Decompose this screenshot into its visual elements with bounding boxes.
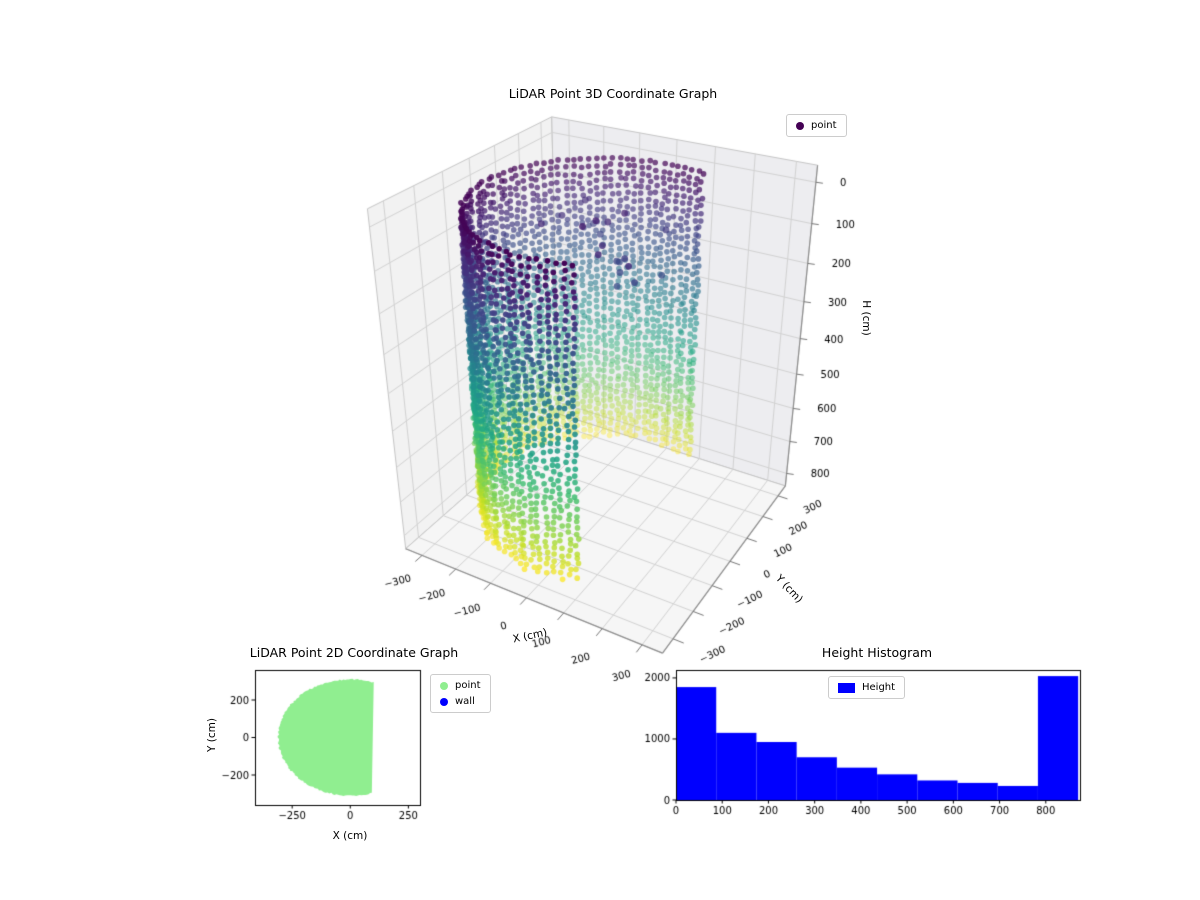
plot2d-title: LiDAR Point 2D Coordinate Graph — [249, 645, 459, 660]
legend-item-point: point — [796, 119, 837, 132]
legend-label: point — [811, 120, 837, 131]
histogram-legend: Height — [828, 676, 906, 699]
histogram-title: Height Histogram — [821, 645, 933, 660]
legend-label: Height — [862, 682, 896, 693]
plot2d-xaxis-label: X (cm) — [332, 830, 368, 842]
legend-item-wall: wall — [440, 695, 481, 708]
legend-item-point: point — [440, 679, 481, 692]
plot2d-yaxis-label: Y (cm) — [206, 718, 218, 752]
point-marker-icon — [796, 121, 804, 130]
point-marker-icon — [440, 681, 448, 690]
plot2d-legend: point wall — [430, 674, 491, 713]
height-marker-icon — [838, 682, 855, 693]
legend-label: wall — [455, 696, 475, 707]
legend-label: point — [455, 680, 481, 691]
plot3d-title: LiDAR Point 3D Coordinate Graph — [508, 86, 718, 101]
plot3d-haxis-label: H (cm) — [860, 300, 872, 336]
plot3d-legend: point — [786, 114, 847, 137]
wall-marker-icon — [440, 697, 448, 706]
legend-item-height: Height — [838, 681, 895, 694]
